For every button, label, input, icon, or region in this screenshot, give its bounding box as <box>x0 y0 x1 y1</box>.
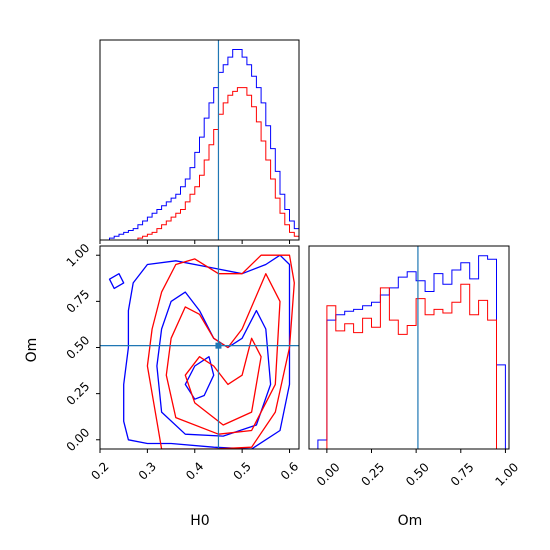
contour-frame <box>99 245 300 450</box>
contour-series-0-level-2 <box>108 273 125 290</box>
om-histogram-series-1 <box>309 283 506 450</box>
h0-tick-label-1: 0.3 <box>136 459 159 482</box>
om-ytick-label-1: 0.25 <box>64 379 93 408</box>
om-marginal-frame <box>308 245 510 450</box>
x-axis-label-om: Om <box>398 513 423 529</box>
truth-marker <box>215 342 222 349</box>
contour-series-1-level-0 <box>146 254 295 449</box>
om-xtick-label-2: 0.50 <box>403 460 432 489</box>
y-axis-label-om: Om <box>24 338 40 363</box>
om-xtick-label-3: 0.75 <box>448 460 477 489</box>
om-ytick-label-4: 1.00 <box>64 241 93 270</box>
contour-group <box>108 254 295 449</box>
om-xtick-label-1: 0.25 <box>359 460 388 489</box>
h0-tick-label-4: 0.6 <box>278 459 301 482</box>
h0-tick-label-3: 0.5 <box>230 459 253 482</box>
h0-marginal-panel <box>99 39 300 244</box>
contour-series-1-level-2 <box>184 337 262 426</box>
om-marginal-panel: 0.00 0.25 0.50 0.75 1.00 <box>308 245 521 489</box>
om-ytick-label-3: 0.75 <box>64 287 93 316</box>
om-xtick-label-0: 0.00 <box>314 460 343 489</box>
h0-tick-label-0: 0.2 <box>88 459 111 482</box>
om-histogram-series-0 <box>309 255 506 450</box>
om-xtick-label-4: 1.00 <box>492 460 521 489</box>
om-ytick-label-2: 0.50 <box>64 333 93 362</box>
contour-series-1-level-1 <box>165 273 281 435</box>
contour-series-0-level-1 <box>156 291 272 437</box>
h0-tick-label-2: 0.4 <box>183 459 206 482</box>
h0-histogram-series-1 <box>100 87 300 241</box>
contour-series-0-level-3 <box>184 356 215 400</box>
om-vs-h0-panel: 0.2 0.3 0.4 0.5 0.6 0.00 0.25 0.50 0.75 1.00 <box>64 241 302 483</box>
h0-histogram-series-0 <box>100 49 300 241</box>
h0-marginal-frame <box>99 39 300 241</box>
om-ytick-label-0: 0.00 <box>64 425 93 454</box>
x-axis-label-h0: H0 <box>190 513 209 529</box>
